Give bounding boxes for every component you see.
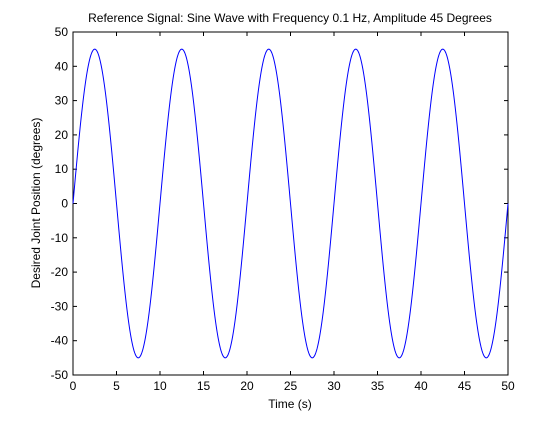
y-tick-label: 30 <box>55 94 69 108</box>
x-tick-label: 30 <box>327 379 341 393</box>
x-tick-label: 20 <box>240 379 254 393</box>
y-axis-label: Desired Joint Position (degrees) <box>29 118 43 289</box>
y-tick-label: -20 <box>51 265 69 279</box>
sine-wave-line <box>72 48 509 359</box>
y-tick-label: 10 <box>55 162 69 176</box>
x-tick-label: 25 <box>284 379 298 393</box>
y-tick-label: 20 <box>55 128 69 142</box>
y-tick-label: -50 <box>51 368 69 382</box>
y-tick-label: 50 <box>55 25 69 39</box>
x-tick-label: 40 <box>414 379 428 393</box>
x-tick-label: 45 <box>458 379 472 393</box>
chart-title: Reference Signal: Sine Wave with Frequen… <box>88 11 492 25</box>
x-tick-label: 10 <box>153 379 167 393</box>
y-tick-label: -40 <box>51 334 69 348</box>
x-tick-label: 35 <box>371 379 385 393</box>
x-tick-label: 50 <box>501 379 515 393</box>
x-tick-label: 5 <box>113 379 120 393</box>
y-tick-label: 0 <box>61 197 68 211</box>
x-axis-ticks: 0 5 10 15 20 25 30 35 40 45 50 <box>70 32 515 393</box>
y-tick-label: 40 <box>55 59 69 73</box>
y-tick-label: -10 <box>51 231 69 245</box>
x-tick-label: 15 <box>197 379 211 393</box>
x-axis-label: Time (s) <box>268 397 312 411</box>
y-axis-ticks: -50 -40 -30 -20 -10 0 10 20 30 40 50 <box>51 25 508 382</box>
x-tick-label: 0 <box>70 379 77 393</box>
y-tick-label: -30 <box>51 299 69 313</box>
